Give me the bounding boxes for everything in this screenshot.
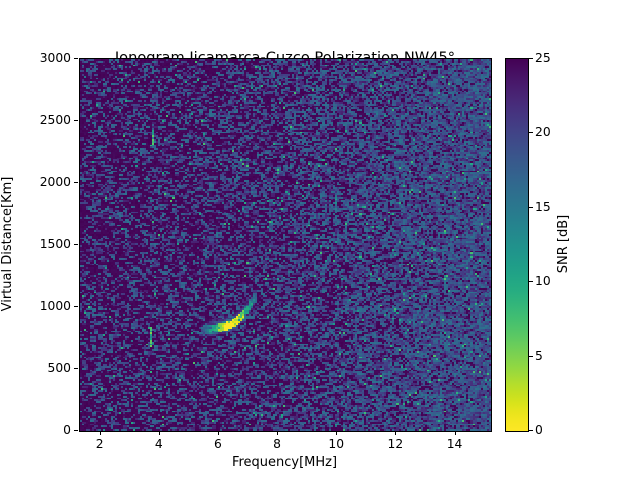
ionogram-plot-area bbox=[79, 58, 492, 432]
y-tick-mark bbox=[74, 58, 78, 60]
colorbar-tick-mark bbox=[529, 132, 533, 134]
x-tick-label: 8 bbox=[273, 437, 282, 451]
colorbar-label: SNR [dB] bbox=[556, 214, 571, 274]
x-tick-mark bbox=[99, 431, 101, 435]
colorbar-tick-mark bbox=[529, 58, 533, 60]
y-tick-mark bbox=[74, 368, 78, 370]
colorbar-tick-label: 15 bbox=[535, 199, 551, 214]
colorbar bbox=[505, 58, 529, 432]
x-tick-mark bbox=[277, 431, 279, 435]
x-tick-label: 10 bbox=[328, 437, 345, 451]
x-tick-label: 6 bbox=[214, 437, 222, 451]
y-tick-label: 1000 bbox=[39, 299, 71, 313]
x-tick-mark bbox=[395, 431, 397, 435]
y-tick-mark bbox=[74, 120, 78, 122]
x-tick-mark bbox=[158, 431, 160, 435]
x-tick-mark bbox=[454, 431, 456, 435]
x-tick-label: 14 bbox=[446, 437, 463, 451]
y-tick-mark bbox=[74, 244, 78, 246]
y-tick-mark bbox=[74, 430, 78, 432]
y-tick-label: 1500 bbox=[39, 237, 71, 251]
y-tick-mark bbox=[74, 182, 78, 184]
colorbar-tick-mark bbox=[529, 430, 533, 432]
colorbar-tick-label: 5 bbox=[535, 348, 543, 363]
colorbar-tick-label: 20 bbox=[535, 125, 551, 140]
ionogram-heatmap bbox=[80, 59, 491, 431]
y-axis-label: Virtual Distance[Km] bbox=[0, 176, 15, 312]
y-tick-label: 3000 bbox=[39, 51, 71, 65]
x-tick-label: 2 bbox=[95, 437, 104, 451]
colorbar-tick-mark bbox=[529, 206, 533, 208]
y-tick-mark bbox=[74, 306, 78, 308]
colorbar-tick-mark bbox=[529, 355, 533, 357]
colorbar-tick-mark bbox=[529, 281, 533, 283]
x-tick-mark bbox=[336, 431, 338, 435]
colorbar-tick-label: 25 bbox=[535, 51, 551, 65]
x-tick-label: 12 bbox=[387, 437, 404, 451]
x-axis-label: Frequency[MHz] bbox=[231, 455, 338, 470]
y-tick-label: 2000 bbox=[39, 175, 71, 189]
y-tick-label: 500 bbox=[47, 361, 71, 375]
colorbar-gradient bbox=[506, 59, 528, 431]
colorbar-tick-label: 10 bbox=[535, 274, 551, 289]
colorbar-tick-label: 0 bbox=[535, 423, 543, 437]
x-tick-label: 4 bbox=[154, 437, 163, 451]
y-tick-label: 2500 bbox=[39, 113, 71, 127]
x-tick-mark bbox=[217, 431, 220, 435]
y-tick-label: 0 bbox=[63, 423, 71, 437]
